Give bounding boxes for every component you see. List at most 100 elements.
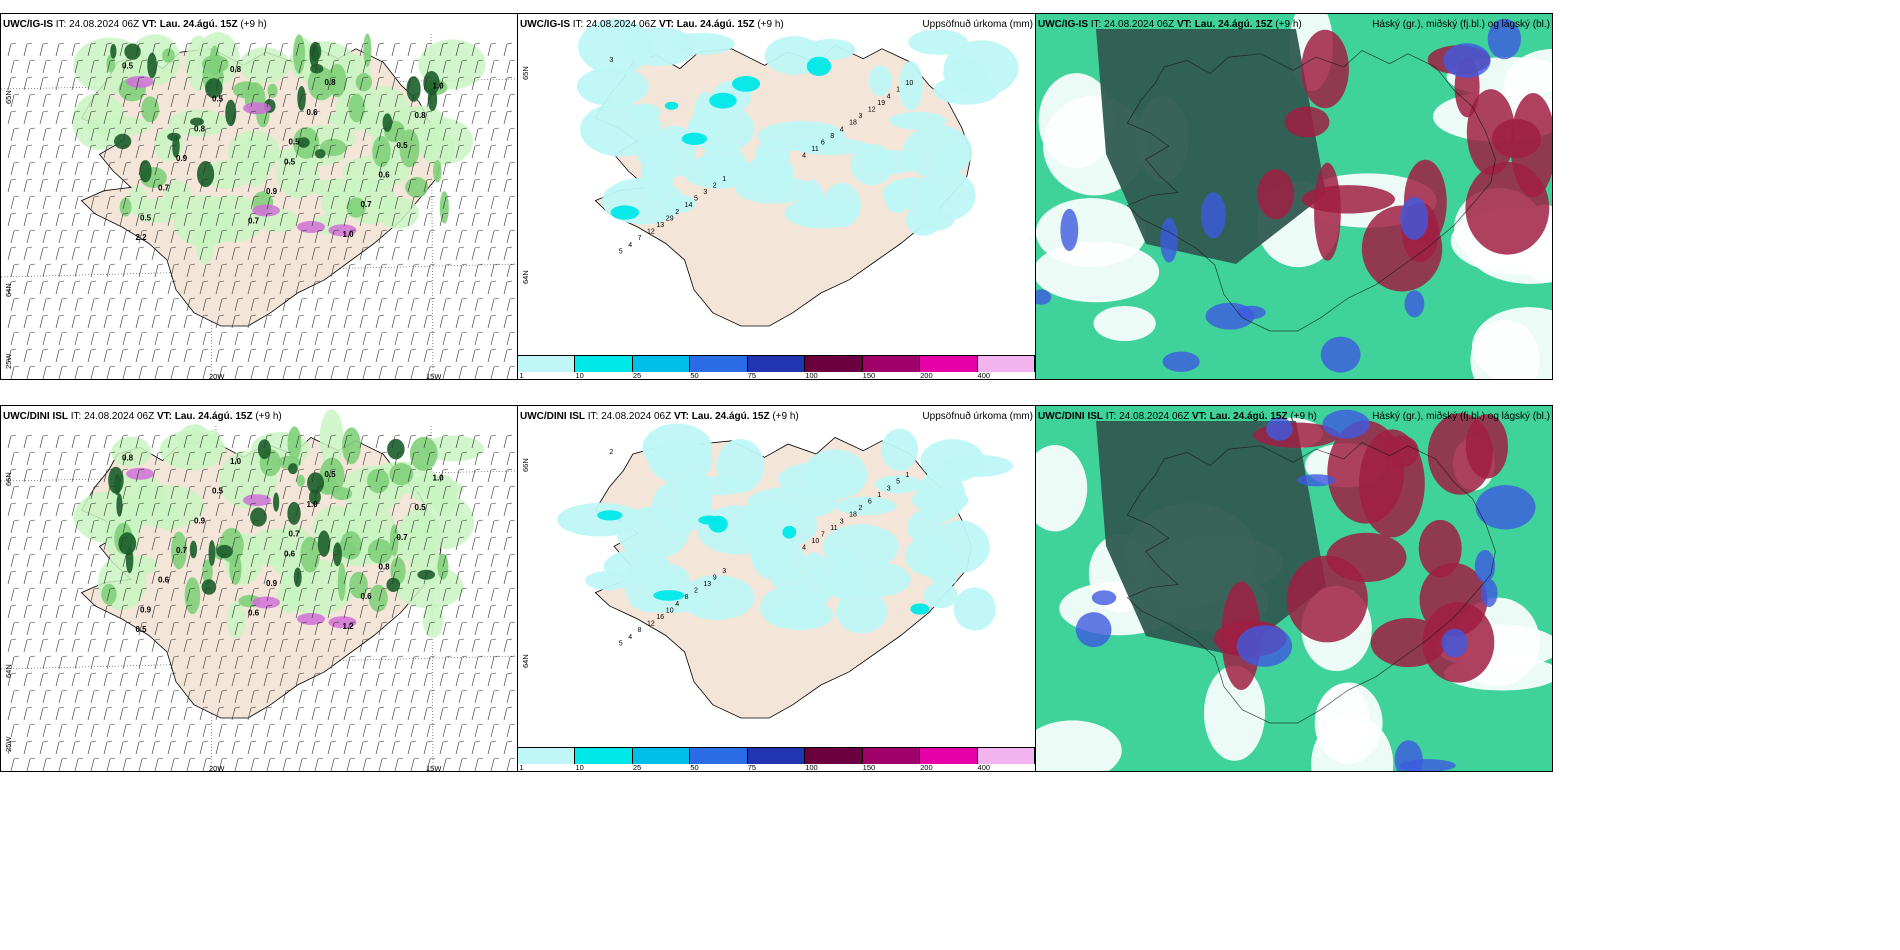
wind-barb — [186, 588, 191, 602]
wind-barb — [263, 537, 268, 551]
precip-accum-area — [904, 535, 958, 577]
wind-barb — [391, 213, 396, 227]
wind-barb-flag — [45, 59, 52, 62]
precip-accum-label: 7 — [821, 532, 825, 539]
precip-mid-area — [363, 33, 372, 67]
wind-barb-flag — [426, 434, 433, 437]
wind-barb — [346, 588, 351, 602]
wind-barb — [199, 435, 204, 449]
wind-barb-flag — [170, 740, 177, 743]
wind-barb-flag — [397, 723, 404, 726]
wind-barb-flag — [237, 195, 244, 198]
wind-barb — [39, 77, 44, 91]
wind-barb — [474, 128, 479, 142]
wind-barb — [170, 128, 175, 142]
lead-time: (+9 h) — [1290, 411, 1317, 422]
wind-barb-flag — [314, 42, 321, 45]
wind-barb-flag — [394, 638, 401, 641]
wind-barb — [186, 690, 191, 704]
wind-barb-flag — [61, 59, 68, 62]
wind-barb — [231, 707, 236, 721]
wind-barb-flag — [381, 263, 388, 266]
wind-barb — [455, 741, 460, 755]
wind-barb-flag — [266, 42, 273, 45]
wind-barb — [71, 111, 76, 125]
wind-barb — [135, 349, 140, 363]
wind-barb — [55, 77, 60, 91]
precip-accum-label: 10 — [812, 538, 820, 545]
wind-barb-flag — [458, 280, 465, 283]
wind-barb-flag — [285, 59, 292, 62]
wind-barb-flag — [10, 740, 17, 743]
wind-barb-flag — [125, 263, 132, 266]
wind-barb-flag — [122, 638, 129, 641]
wind-barb — [266, 758, 271, 771]
wind-barb-flag — [445, 451, 452, 454]
wind-barb-flag — [410, 280, 417, 283]
wind-barb — [458, 366, 463, 379]
wind-barb — [26, 588, 31, 602]
wind-barb — [423, 77, 428, 91]
wind-barb-flag — [397, 485, 404, 488]
model-name: UWC/DINI ISL — [1038, 411, 1103, 422]
wind-barb-flag — [138, 502, 145, 505]
wind-barb — [442, 60, 447, 74]
wind-barb — [58, 264, 63, 278]
wind-barb-flag — [381, 229, 388, 232]
wind-barb-flag — [58, 706, 65, 709]
wind-barb-flag — [42, 502, 49, 505]
wind-barb — [487, 43, 492, 57]
wind-barb-flag — [333, 161, 340, 164]
wind-barb-flag — [221, 757, 228, 760]
wind-barb-flag — [218, 570, 225, 573]
wind-barb — [151, 537, 156, 551]
wind-barb-flag — [349, 757, 356, 760]
legend-labels: 1 10 25 50 75 100 150 200 400 — [518, 763, 1035, 771]
wind-barb-flag — [413, 621, 420, 624]
precip-accum-label: 13 — [703, 581, 711, 588]
wind-barb — [330, 332, 335, 346]
wind-barb — [183, 349, 188, 363]
map-row2-left: 0.80.70.91.00.60.50.71.20.90.60.50.81.00… — [1, 409, 517, 771]
wind-barb — [7, 503, 12, 517]
wind-barb-flag — [221, 655, 228, 658]
wind-barb — [199, 111, 204, 125]
wind-barb — [202, 690, 207, 704]
wind-barb — [39, 571, 44, 585]
wind-barb-flag — [42, 144, 49, 147]
wind-barb — [442, 520, 447, 534]
wind-barb-flag — [109, 229, 116, 232]
wind-barb — [439, 77, 444, 91]
wind-barb-flag — [314, 706, 321, 709]
wind-barb — [439, 673, 444, 687]
wind-barb — [10, 264, 15, 278]
wind-barb — [311, 349, 316, 363]
wind-barb — [7, 639, 12, 653]
wind-barb — [506, 520, 511, 534]
wind-barb — [378, 366, 383, 379]
wind-barb-flag — [394, 672, 401, 675]
wind-barb — [250, 332, 255, 346]
wind-barb — [327, 639, 332, 653]
wind-barb — [455, 145, 460, 159]
wind-barb — [311, 281, 316, 295]
wind-barb-flag — [234, 638, 241, 641]
wind-barb-flag — [237, 587, 244, 590]
precip-accum-label: 4 — [628, 242, 632, 249]
wind-barb-flag — [154, 178, 161, 181]
legend-swatch — [632, 748, 691, 764]
wind-barb-flag — [90, 110, 97, 113]
wind-barb — [471, 639, 476, 653]
wind-barb-flag — [474, 468, 481, 471]
wind-barb-flag — [410, 212, 417, 215]
wind-barb — [343, 111, 348, 125]
precip-accum-area — [931, 569, 958, 587]
wind-barb — [263, 77, 268, 91]
wind-barb — [362, 128, 367, 142]
wind-barb — [39, 503, 44, 517]
wind-barb-flag — [509, 161, 516, 164]
wind-barb — [71, 247, 76, 261]
wind-barb — [503, 435, 508, 449]
wind-barb — [330, 366, 335, 379]
wind-barb-flag — [301, 757, 308, 760]
